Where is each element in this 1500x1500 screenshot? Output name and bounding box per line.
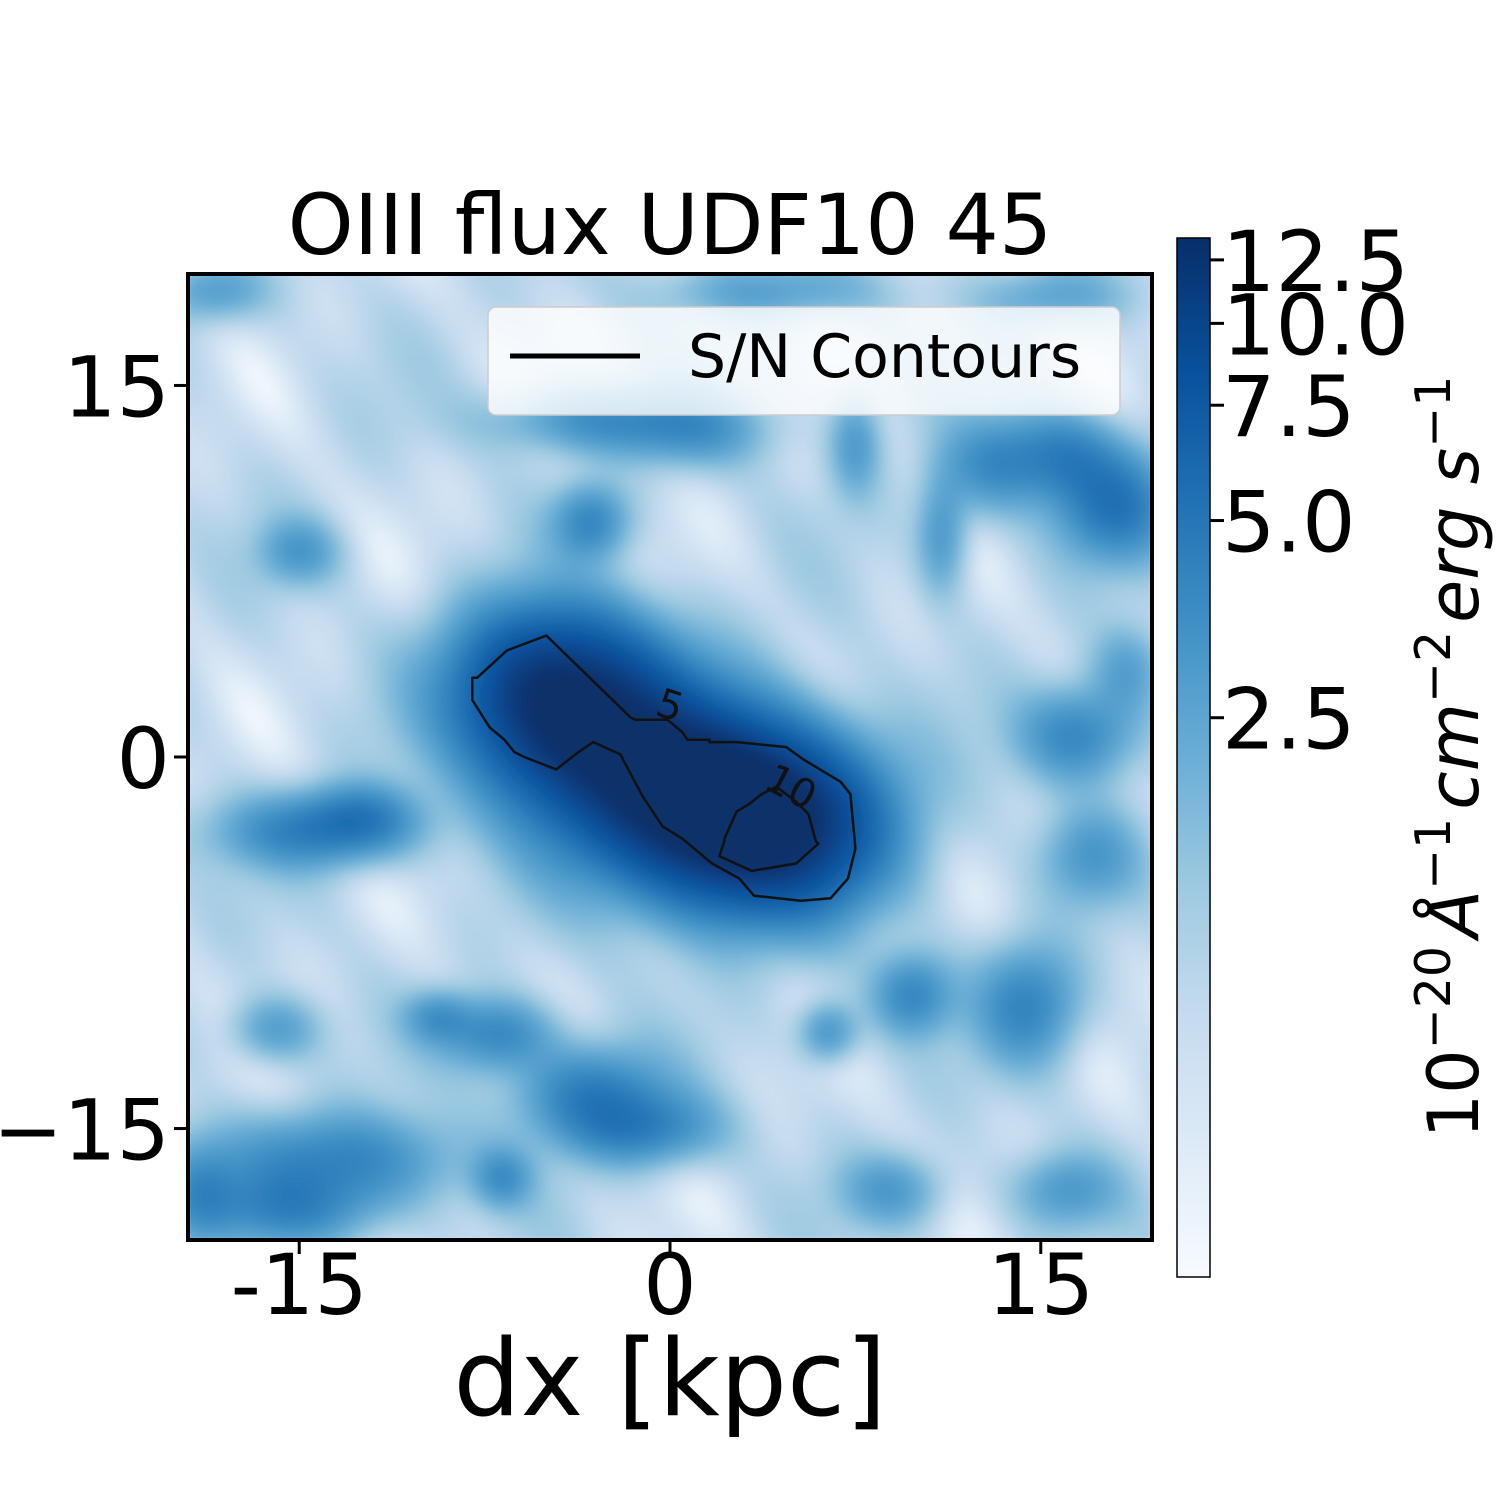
x-axis-label: dx [kpc] (453, 1317, 886, 1440)
legend-entry-label: S/N Contours (688, 322, 1081, 392)
x-tick-label: 0 (643, 1236, 696, 1334)
y-tick-label: 0 (117, 710, 170, 808)
y-tick-label: 15 (63, 338, 170, 436)
colorbar-label-cm: cm (1413, 703, 1495, 810)
y-axis-ticks: 15 0 −15 (0, 338, 188, 1180)
flux-heatmap (188, 274, 1152, 1240)
x-tick-label: -15 (231, 1236, 368, 1334)
colorbar-tick-label: 12.5 (1222, 213, 1409, 311)
colorbar-tick-label: 7.5 (1222, 358, 1356, 456)
x-axis-ticks: -15 0 15 (231, 1236, 1095, 1334)
colorbar: 2.5 5.0 7.510.012.5 (1176, 213, 1409, 1278)
colorbar-label-angstrom-exp: −1 (1405, 818, 1462, 890)
x-tick-label: 15 (987, 1236, 1094, 1334)
legend-frame (487, 306, 1121, 416)
colorbar-label-prefix: 10 (1413, 1049, 1495, 1138)
colorbar-label-cm-exp: −2 (1405, 631, 1462, 703)
colorbar-frame (1176, 237, 1211, 1278)
colorbar-label-exponent: −20 (1405, 946, 1462, 1049)
y-tick-label: −15 (0, 1082, 170, 1180)
contour-level-10 (718, 785, 820, 873)
colorbar-label-erg: erg s (1413, 448, 1495, 623)
colorbar-label: 10−20Å−1cm−2erg s−1 (1405, 376, 1495, 1139)
heatmap-image (188, 274, 1152, 1240)
colorbar-tick-label: 5.0 (1222, 474, 1356, 572)
colorbar-tick-label: 10.0 (1222, 276, 1409, 374)
colorbar-label-s-exp: −1 (1405, 376, 1462, 448)
colorbar-label-angstrom: Å (1413, 890, 1495, 942)
colorbar-gradient (1177, 238, 1210, 1277)
chart-title: OIII flux UDF10 45 (288, 176, 1053, 274)
contour-level-5 (471, 634, 857, 902)
colorbar-tick-label: 2.5 (1222, 671, 1356, 769)
legend-box: S/N Contours (487, 306, 1121, 416)
